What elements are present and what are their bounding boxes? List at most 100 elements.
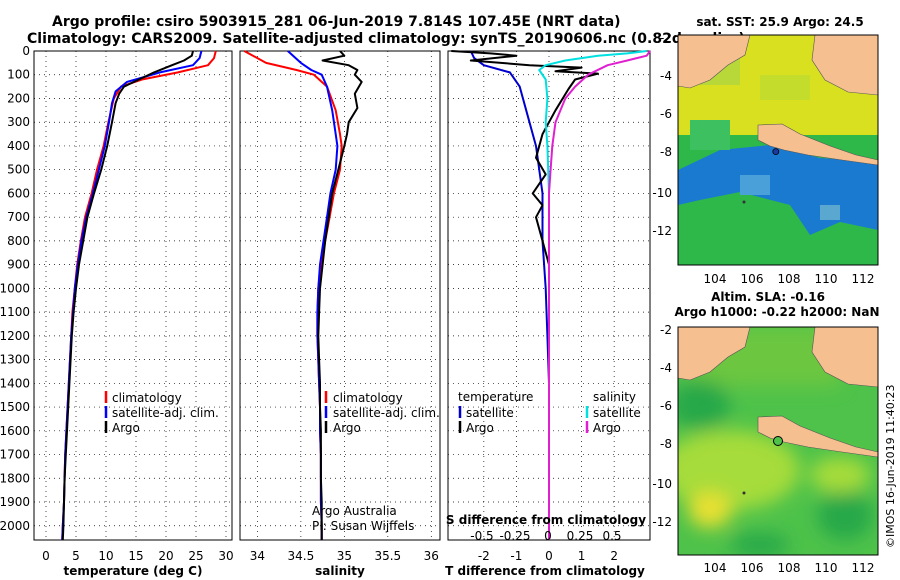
legend-label: satellite-adj. clim. — [333, 406, 440, 420]
legend-label: Argo — [593, 421, 621, 435]
depth-tick-label: 1400 — [0, 376, 30, 390]
salinity-axis-label: salinity — [315, 564, 365, 578]
s-tick-label: -0.25 — [499, 529, 530, 543]
legend-label: Argo — [112, 421, 140, 435]
s-tick-label: 0 — [544, 529, 552, 543]
x-tick-label: 15 — [128, 549, 143, 563]
legend-title: salinity — [593, 390, 636, 404]
sla-ytick: -12 — [652, 515, 672, 529]
salinity-panel — [239, 50, 441, 541]
sst-island — [742, 200, 746, 204]
x-tick-label: 0 — [42, 549, 50, 563]
sst-land-borneo — [811, 35, 878, 96]
x-tick-label: 25 — [188, 549, 203, 563]
figure-title-line1: Argo profile: csiro 5903915_281 06-Jun-2… — [52, 14, 621, 30]
sla-map-frame — [677, 326, 879, 556]
sla-ytick: -4 — [660, 361, 672, 375]
x-tick-label: 0 — [545, 549, 553, 563]
s-difference-label: S difference from climatology — [446, 513, 646, 527]
x-tick-label: 1 — [578, 549, 586, 563]
sla-dark-region — [678, 380, 730, 430]
legend-label: climatology — [333, 391, 403, 405]
credit-text: ©IMOS 16-Jun-2019 11:40:23 — [884, 384, 897, 548]
x-tick-label: -2 — [478, 549, 490, 563]
series-line-salinity-argo — [548, 50, 651, 540]
x-tick-label: 34.5 — [288, 549, 315, 563]
depth-tick-label: 600 — [7, 186, 30, 200]
sst-ytick: -10 — [652, 186, 672, 200]
legend-label: satellite-adj. clim. — [112, 406, 219, 420]
difference-legend-salinity: salinity satellite Argo — [585, 390, 641, 435]
x-tick-label: 35.5 — [374, 549, 401, 563]
s-tick-label: -0.5 — [470, 529, 493, 543]
s-tick-label: 0.5 — [602, 529, 621, 543]
depth-tick-label: 1500 — [0, 400, 30, 414]
x-tick-label: 35 — [337, 549, 352, 563]
legend-label: climatology — [112, 391, 182, 405]
x-tick-label: 2 — [610, 549, 618, 563]
sla-xtick: 110 — [815, 561, 838, 575]
depth-tick-label: 800 — [7, 234, 30, 248]
sst-map — [678, 35, 878, 265]
sst-patch — [690, 120, 730, 150]
legend-label: Argo — [333, 421, 361, 435]
sst-argo-marker — [772, 148, 780, 156]
depth-tick-label: 100 — [7, 68, 30, 82]
depth-tick-label: 1700 — [0, 448, 30, 462]
x-tick-label: -1 — [510, 549, 522, 563]
depth-tick-label: 1600 — [0, 424, 30, 438]
sst-xtick: 104 — [704, 272, 727, 286]
sst-xtick: 112 — [852, 272, 875, 286]
depth-tick-label: 1000 — [0, 281, 30, 295]
depth-tick-label: 1100 — [0, 305, 30, 319]
difference-legend-temperature: temperature satellite Argo — [458, 390, 533, 435]
depth-tick-label: 400 — [7, 139, 30, 153]
sla-land-sumatra — [678, 327, 751, 381]
sst-map-frame — [677, 34, 879, 266]
depth-tick-label: 1900 — [0, 495, 30, 509]
sst-ytick: -8 — [660, 145, 672, 159]
sla-land-java — [757, 415, 878, 458]
depth-tick-label: 2000 — [0, 519, 30, 533]
s-tick-label: 0.25 — [567, 529, 594, 543]
sst-ytick: -4 — [660, 69, 672, 83]
x-tick-label: 30 — [218, 549, 233, 563]
sla-ticks: 104 106 108 110 112 -2 -4 -6 -8 -10 -12 — [652, 323, 874, 575]
sst-ytick: -6 — [660, 107, 672, 121]
x-tick-label: 34 — [250, 549, 265, 563]
tick-labels: 0100200300400500600700800900100011001200… — [0, 44, 618, 563]
sla-ytick: -6 — [660, 399, 672, 413]
sst-patch — [820, 205, 840, 220]
sst-map-title: sat. SST: 25.9 Argo: 24.5 — [696, 15, 863, 29]
sst-xtick: 108 — [778, 272, 801, 286]
legend-title: temperature — [458, 390, 533, 404]
sla-xtick: 108 — [778, 561, 801, 575]
temperature-panel — [33, 50, 233, 541]
x-tick-label: 20 — [158, 549, 173, 563]
legend-label: satellite — [593, 406, 641, 420]
sla-yellow-region — [688, 492, 732, 528]
sst-xtick: 106 — [741, 272, 764, 286]
sla-island — [742, 491, 746, 495]
depth-tick-label: 1200 — [0, 329, 30, 343]
salinity-legend: climatology satellite-adj. clim. Argo — [324, 391, 440, 435]
sla-light-region — [810, 457, 870, 493]
sla-ytick: -8 — [660, 437, 672, 451]
sst-ytick: -2 — [660, 31, 672, 45]
series-line-argo — [61, 50, 194, 541]
sst-ytick: -12 — [652, 224, 672, 238]
sla-ytick: -2 — [660, 323, 672, 337]
sla-dark-region — [817, 490, 873, 540]
x-tick-label: 10 — [98, 549, 113, 563]
sst-xtick: 110 — [815, 272, 838, 286]
depth-tick-label: 300 — [7, 115, 30, 129]
sst-patch — [760, 75, 810, 100]
sla-xtick: 106 — [741, 561, 764, 575]
depth-tick-label: 1300 — [0, 353, 30, 367]
sst-land-sumatra — [678, 35, 751, 89]
sla-map — [678, 327, 878, 555]
temperature-axis-label: temperature (deg C) — [64, 564, 203, 578]
sla-land-borneo — [811, 327, 878, 388]
sst-patch — [740, 175, 770, 195]
